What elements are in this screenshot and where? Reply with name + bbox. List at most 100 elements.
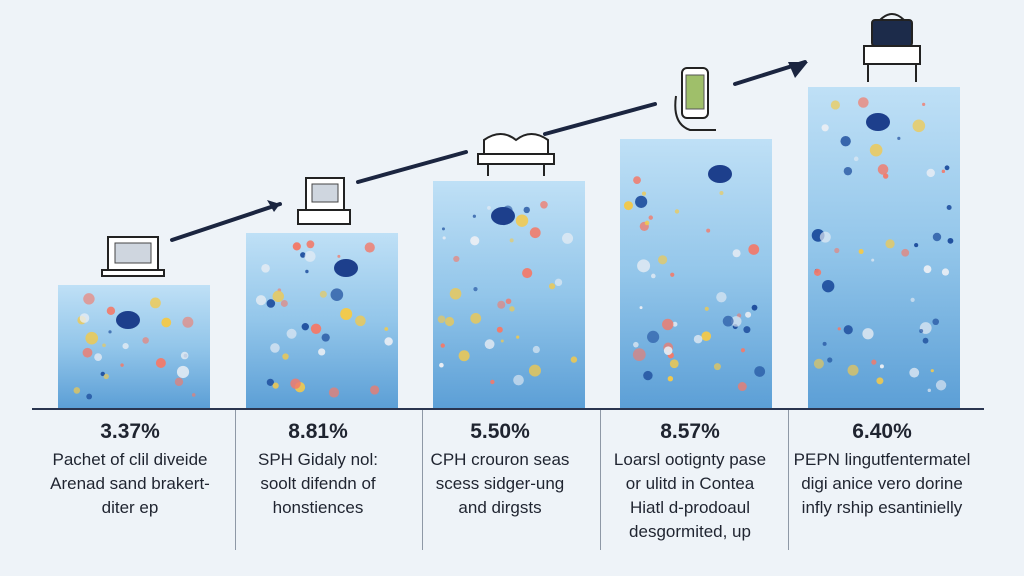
smartphone-screen <box>685 74 705 110</box>
confetti-dot <box>837 327 841 331</box>
blob-icon <box>708 165 732 183</box>
confetti-dot <box>103 373 109 380</box>
confetti-dot <box>669 359 679 369</box>
confetti-dot <box>305 269 309 274</box>
confetti-dot <box>879 364 884 369</box>
confetti-dot <box>743 326 751 334</box>
confetti-dot <box>947 237 954 244</box>
confetti-dot <box>641 191 647 196</box>
confetti-dot <box>532 345 540 354</box>
confetti-dot <box>102 343 106 348</box>
confetti-dot <box>923 265 932 274</box>
confetti-dot <box>513 374 524 386</box>
confetti-dot <box>437 315 446 324</box>
confetti-dot <box>282 353 289 360</box>
confetti-dot <box>85 331 99 345</box>
confetti-dot <box>834 247 840 254</box>
confetti-dot <box>182 316 194 328</box>
confetti-dot <box>150 297 161 309</box>
confetti-dot <box>473 287 478 292</box>
confetti-dot <box>876 377 884 385</box>
confetti-dot <box>935 380 947 391</box>
confetti-dot <box>643 370 653 381</box>
confetti-dot <box>439 362 444 368</box>
confetti-dot <box>754 366 766 377</box>
confetti-dot <box>813 268 822 276</box>
confetti-dot <box>922 337 929 344</box>
confetti-dot <box>635 195 648 208</box>
confetti-dot <box>637 259 651 273</box>
confetti-dot <box>272 290 284 303</box>
laptop-screen <box>114 242 152 264</box>
desktop-stand <box>297 209 351 225</box>
confetti-dot <box>651 273 656 279</box>
confetti-dot <box>648 215 653 220</box>
confetti-dot <box>286 328 297 339</box>
confetti-dot <box>370 385 380 395</box>
confetti-dot <box>946 205 952 211</box>
confetti-dot <box>704 306 709 311</box>
confetti-dot <box>670 272 675 277</box>
category-label: CPH crouron seas scess sidger-ung and di… <box>430 450 570 517</box>
confetti-dot <box>919 328 924 333</box>
confetti-dot <box>528 364 541 377</box>
confetti-dot <box>813 358 824 369</box>
bag-handle <box>879 13 905 21</box>
confetti-dot <box>840 135 851 147</box>
confetti-dot <box>470 312 482 324</box>
category-label: Loarsl ootignty pase or ulitd in Contea … <box>613 450 767 541</box>
category-label: SPH Gidaly nol: soolt difendn of honstie… <box>258 450 378 517</box>
blob-icon <box>866 113 890 131</box>
category-label: Pachet of clil diveide Arenad sand brake… <box>50 450 210 517</box>
confetti-dot <box>632 348 646 362</box>
value-label: 3.37% <box>100 420 160 443</box>
confetti-dot <box>732 249 741 258</box>
confetti-dot <box>306 240 315 249</box>
confetti-dot <box>623 201 633 211</box>
category-labels: 3.37% Pachet of clil diveide Arenad sand… <box>0 420 1024 570</box>
confetti-dot <box>337 254 341 258</box>
confetti-dot <box>280 299 288 307</box>
laptop-base <box>101 269 165 277</box>
confetti-dot <box>176 365 190 379</box>
confetti-dot <box>191 393 196 397</box>
confetti-dot <box>490 379 495 385</box>
shopping-bag-icon <box>871 19 913 47</box>
confetti-dot <box>877 164 889 175</box>
desktop-screen <box>311 183 339 203</box>
confetti-dot <box>108 330 112 334</box>
confetti-dot <box>843 166 853 176</box>
confetti-dot <box>516 335 520 339</box>
confetti-dot <box>819 231 831 243</box>
confetti-dot <box>910 297 915 302</box>
confetti-dot <box>94 353 103 362</box>
confetti-dot <box>730 316 742 327</box>
confetti-dot <box>869 143 883 157</box>
confetti-dot <box>897 136 901 140</box>
confetti-dot <box>644 220 650 226</box>
confetti-dot <box>321 333 330 342</box>
value-label: 8.81% <box>288 420 348 443</box>
confetti-dot <box>261 263 270 273</box>
confetti-dot <box>853 156 859 162</box>
category-column-4: 8.57% Loarsl ootignty pase or ulitd in C… <box>600 420 780 544</box>
confetti-dot <box>270 343 280 353</box>
column-divider <box>788 410 789 550</box>
confetti-dot <box>909 367 920 378</box>
confetti-dot <box>737 382 747 392</box>
confetti-dot <box>100 371 105 377</box>
x-axis-line <box>32 408 984 410</box>
open-book-icon <box>483 133 549 155</box>
confetti-dot <box>914 242 919 248</box>
confetti-dot <box>155 358 166 369</box>
confetti-dot <box>161 317 172 328</box>
confetti-dot <box>549 283 556 290</box>
confetti-dot <box>266 299 276 308</box>
value-label: 5.50% <box>470 420 530 443</box>
confetti-dot <box>871 258 875 262</box>
confetti-dot <box>927 388 931 393</box>
confetti-dot <box>722 315 734 327</box>
confetti-dot <box>882 173 889 179</box>
confetti-dot <box>932 318 940 326</box>
